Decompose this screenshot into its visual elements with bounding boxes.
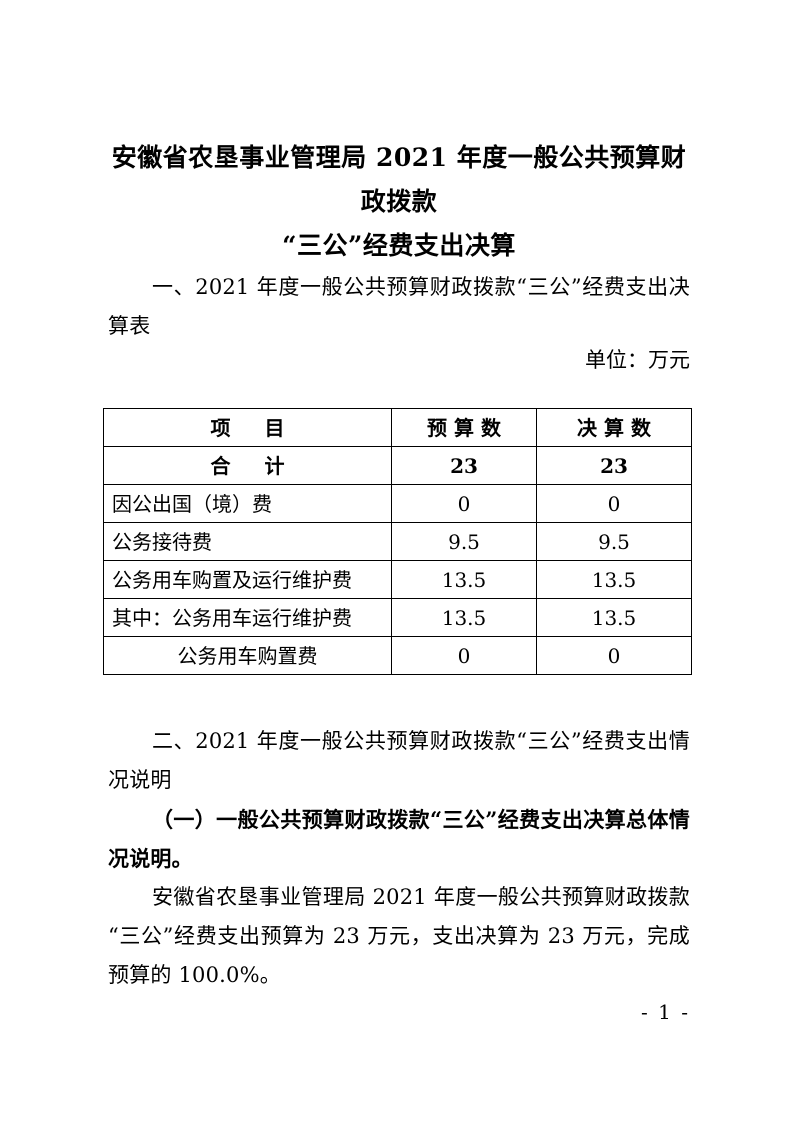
table-cell-item: 公务接待费 — [103, 522, 392, 561]
page-number: - 1 - — [641, 1000, 690, 1024]
table-cell-item: 公务用车购置及运行维护费 — [103, 560, 392, 599]
page-title-line-2: “三公”经费支出决算 — [282, 231, 516, 260]
table-body: 项 目 预算数 决算数 合 计 23 23 因公出国（境）费 0 0 公务接待费 9.5 9.5… — [103, 408, 692, 675]
table-cell-final: 0 — [536, 484, 692, 523]
table-cell-budget: 23 — [391, 446, 537, 485]
table-cell-final: 13.5 — [536, 560, 692, 599]
section-two-subheading: （一）一般公共预算财政拨款“三公”经费支出决算总体情况说明。 — [108, 807, 690, 871]
table-cell-item: 因公出国（境）费 — [103, 484, 392, 523]
table-cell-final: 13.5 — [536, 598, 692, 637]
page-title: 安徽省农垦事业管理局 2021 年度一般公共预算财政拨款 “三公”经费支出决算 — [108, 136, 690, 268]
table-cell-final: 23 — [536, 446, 692, 485]
column-header-item: 项 目 — [103, 408, 392, 447]
table-cell-item: 公务用车购置费 — [103, 636, 392, 675]
table-cell-budget: 9.5 — [391, 522, 537, 561]
table-row: 其中：公务用车运行维护费 13.5 13.5 — [103, 598, 692, 637]
table-row: 公务接待费 9.5 9.5 — [103, 522, 692, 561]
unit-note: 单位：万元 — [585, 348, 690, 372]
section-two-heading: 二、2021 年度一般公共预算财政拨款“三公”经费支出情况说明 — [108, 729, 690, 792]
table-header-row: 项 目 预算数 决算数 — [103, 408, 692, 447]
table-cell-item: 其中：公务用车运行维护费 — [103, 598, 392, 637]
table-cell-item: 合 计 — [103, 446, 392, 485]
table-cell-budget: 0 — [391, 484, 537, 523]
table-cell-final: 9.5 — [536, 522, 692, 561]
table-cell-budget: 13.5 — [391, 598, 537, 637]
table-cell-budget: 0 — [391, 636, 537, 675]
table-row: 公务用车购置及运行维护费 13.5 13.5 — [103, 560, 692, 599]
section-one-heading: 一、2021 年度一般公共预算财政拨款“三公”经费支出决算表 — [108, 275, 690, 338]
section-two-paragraph: 安徽省农垦事业管理局 2021 年度一般公共预算财政拨款“三公”经费支出预算为 … — [108, 885, 690, 987]
table-cell-budget: 13.5 — [391, 560, 537, 599]
table-row: 公务用车购置费 0 0 — [103, 636, 692, 675]
column-header-final: 决算数 — [536, 408, 692, 447]
page-title-line-1: 安徽省农垦事业管理局 2021 年度一般公共预算财政拨款 — [111, 143, 687, 216]
column-header-budget: 预算数 — [391, 408, 537, 447]
table-row: 合 计 23 23 — [103, 446, 692, 485]
budget-decision-table: 项 目 预算数 决算数 合 计 23 23 因公出国（境）费 0 0 公务接待费 9.5 9.5… — [103, 408, 692, 675]
table-cell-final: 0 — [536, 636, 692, 675]
table-row: 因公出国（境）费 0 0 — [103, 484, 692, 523]
